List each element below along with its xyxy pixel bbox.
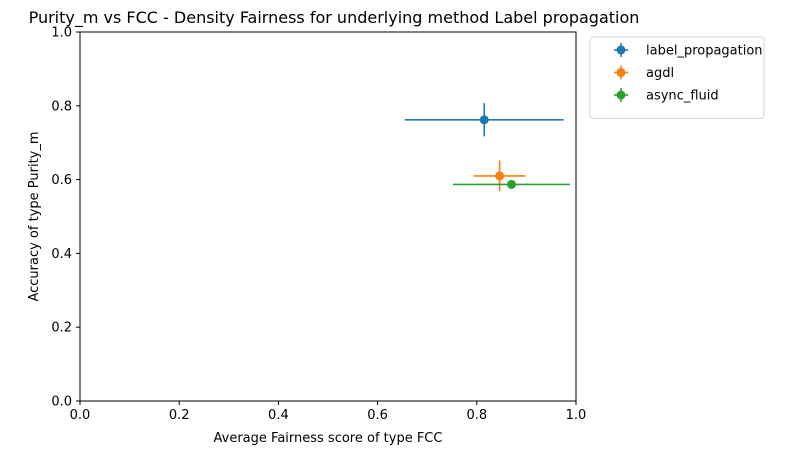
y-tick-label: 0.6: [51, 173, 72, 188]
x-tick-label: 0.0: [70, 408, 91, 423]
legend-marker-agdl: [616, 68, 626, 77]
legend-label-label_propagation: label_propagation: [646, 44, 763, 59]
axes-frame: [79, 31, 577, 402]
y-tick-label: 0.2: [51, 321, 72, 336]
legend-marker-label_propagation: [616, 45, 626, 55]
data-point-agdl: [495, 171, 505, 181]
x-tick-label: 0.6: [367, 408, 388, 423]
x-tick-label: 1.0: [566, 408, 587, 423]
plot-area: 0.0 0.2 0.4 0.6 0.8 1.0 0.0 0.2 0.4 0.6 0.8 1.0: [51, 26, 586, 424]
x-tick-label: 0.2: [169, 408, 190, 423]
legend-label-async_fluid: async_fluid: [646, 89, 719, 104]
y-tick-label: 0.0: [51, 395, 72, 410]
y-tick-label: 0.4: [51, 247, 72, 262]
legend-label-agdl: agdl: [646, 66, 674, 81]
legend-marker-async_fluid: [616, 90, 626, 100]
y-tick-label: 1.0: [51, 26, 72, 41]
chart-title: Purity_m vs FCC - Density Fairness for u…: [29, 8, 640, 28]
x-axis-label: Average Fairness score of type FCC: [214, 431, 443, 446]
y-axis-label: Accuracy of type Purity_m: [27, 131, 42, 301]
y-tick-label: 0.8: [51, 99, 72, 114]
x-tick-label: 0.8: [466, 408, 487, 423]
x-tick-label: 0.4: [268, 408, 289, 423]
data-point-label_propagation: [479, 115, 489, 125]
data-point-async_fluid: [507, 179, 517, 189]
legend-box: [589, 36, 765, 119]
